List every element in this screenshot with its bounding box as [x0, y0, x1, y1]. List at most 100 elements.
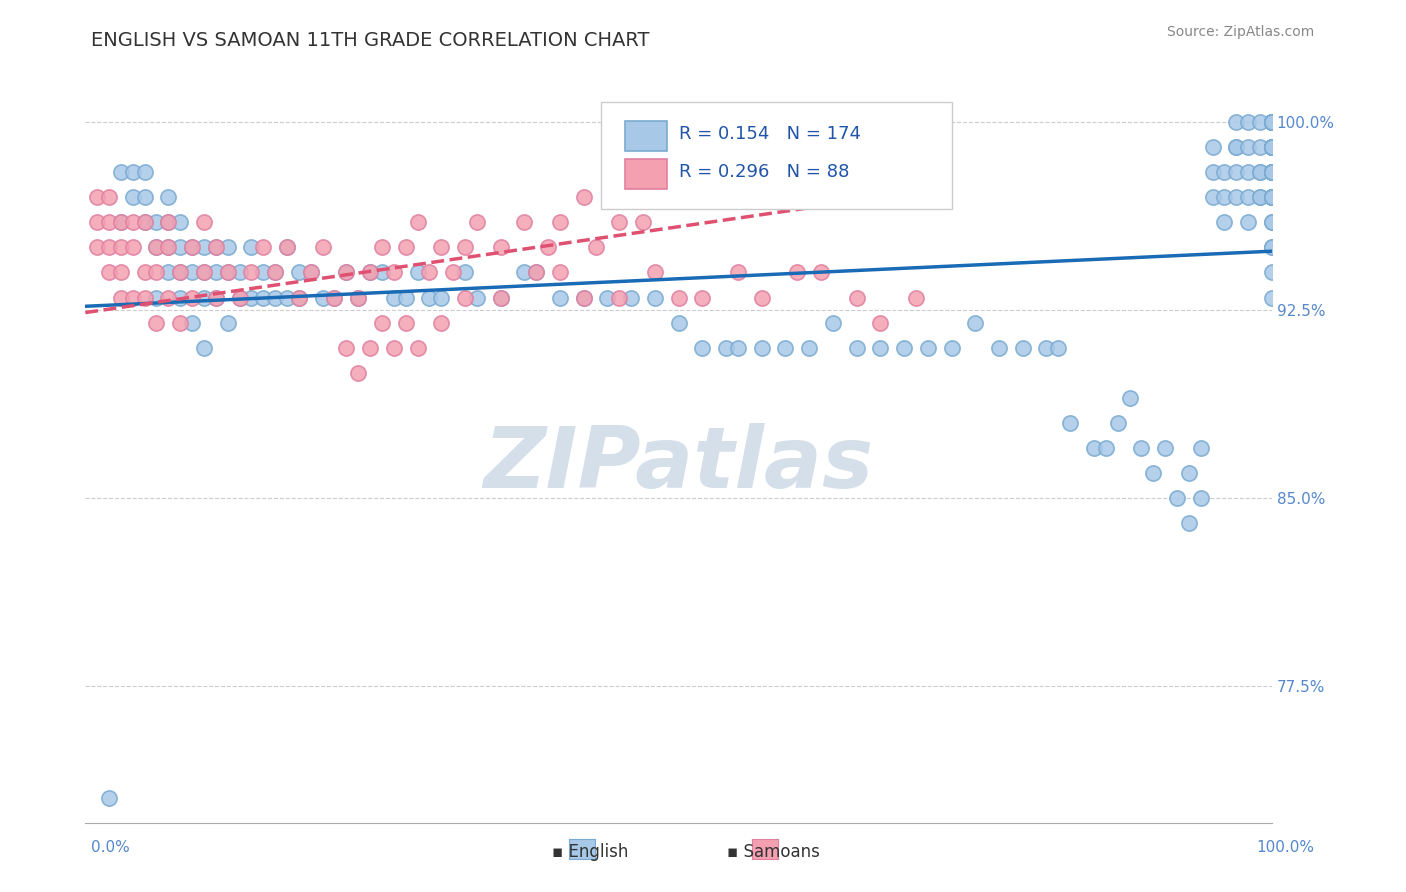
English: [1261, 190, 1284, 204]
English: [181, 240, 204, 254]
Samoans: [489, 291, 512, 305]
English: [1225, 140, 1247, 154]
English: [240, 240, 263, 254]
English: [217, 316, 239, 330]
English: [644, 291, 666, 305]
Samoans: [631, 215, 654, 229]
English: [572, 291, 595, 305]
Samoans: [359, 265, 381, 279]
Samoans: [228, 291, 250, 305]
English: [1261, 115, 1284, 129]
English: [1261, 140, 1284, 154]
English: [1189, 491, 1212, 505]
Samoans: [347, 366, 370, 380]
English: [821, 316, 844, 330]
Samoans: [86, 240, 108, 254]
English: [228, 291, 250, 305]
English: [1261, 190, 1284, 204]
FancyBboxPatch shape: [626, 120, 666, 152]
English: [1261, 165, 1284, 179]
Samoans: [288, 291, 311, 305]
Samoans: [157, 291, 180, 305]
English: [134, 215, 156, 229]
English: [1189, 441, 1212, 455]
Samoans: [692, 291, 714, 305]
English: [1261, 165, 1284, 179]
Samoans: [98, 215, 121, 229]
Samoans: [786, 265, 808, 279]
English: [1261, 190, 1284, 204]
English: [1201, 140, 1223, 154]
English: [217, 240, 239, 254]
English: [1249, 190, 1271, 204]
Text: ENGLISH VS SAMOAN 11TH GRADE CORRELATION CHART: ENGLISH VS SAMOAN 11TH GRADE CORRELATION…: [91, 31, 650, 50]
English: [181, 265, 204, 279]
Samoans: [276, 240, 298, 254]
English: [1249, 165, 1271, 179]
English: [1249, 115, 1271, 129]
English: [1261, 140, 1284, 154]
English: [1261, 190, 1284, 204]
Samoans: [668, 291, 690, 305]
Samoans: [347, 291, 370, 305]
English: [714, 341, 737, 355]
English: [98, 791, 121, 805]
English: [1213, 215, 1236, 229]
English: [1225, 190, 1247, 204]
English: [524, 265, 547, 279]
English: [1237, 165, 1260, 179]
English: [1261, 115, 1284, 129]
Samoans: [157, 215, 180, 229]
English: [751, 341, 773, 355]
English: [1261, 115, 1284, 129]
Samoans: [537, 240, 560, 254]
English: [513, 265, 536, 279]
Text: 100.0%: 100.0%: [1257, 840, 1315, 855]
English: [134, 165, 156, 179]
Samoans: [335, 341, 357, 355]
English: [1047, 341, 1070, 355]
English: [1154, 441, 1177, 455]
English: [1261, 140, 1284, 154]
English: [193, 341, 215, 355]
English: [1261, 291, 1284, 305]
English: [1261, 140, 1284, 154]
English: [1225, 165, 1247, 179]
English: [869, 341, 891, 355]
Samoans: [607, 215, 630, 229]
Samoans: [311, 240, 333, 254]
Samoans: [169, 265, 191, 279]
English: [1261, 115, 1284, 129]
English: [169, 265, 191, 279]
Samoans: [193, 265, 215, 279]
Samoans: [169, 316, 191, 330]
English: [134, 190, 156, 204]
Text: Source: ZipAtlas.com: Source: ZipAtlas.com: [1167, 25, 1315, 39]
English: [1059, 416, 1081, 430]
Samoans: [86, 190, 108, 204]
English: [845, 341, 868, 355]
English: [797, 341, 820, 355]
Samoans: [395, 240, 418, 254]
English: [1035, 341, 1057, 355]
Samoans: [430, 240, 453, 254]
English: [1249, 165, 1271, 179]
English: [288, 265, 311, 279]
English: [1261, 165, 1284, 179]
English: [1261, 115, 1284, 129]
English: [1237, 190, 1260, 204]
English: [193, 265, 215, 279]
Text: 0.0%: 0.0%: [91, 840, 131, 855]
Samoans: [98, 265, 121, 279]
English: [1213, 165, 1236, 179]
Samoans: [513, 215, 536, 229]
English: [775, 341, 797, 355]
Samoans: [110, 240, 132, 254]
English: [620, 291, 643, 305]
English: [1261, 140, 1284, 154]
English: [1261, 165, 1284, 179]
English: [1178, 516, 1201, 530]
English: [668, 316, 690, 330]
English: [1261, 115, 1284, 129]
English: [371, 265, 394, 279]
